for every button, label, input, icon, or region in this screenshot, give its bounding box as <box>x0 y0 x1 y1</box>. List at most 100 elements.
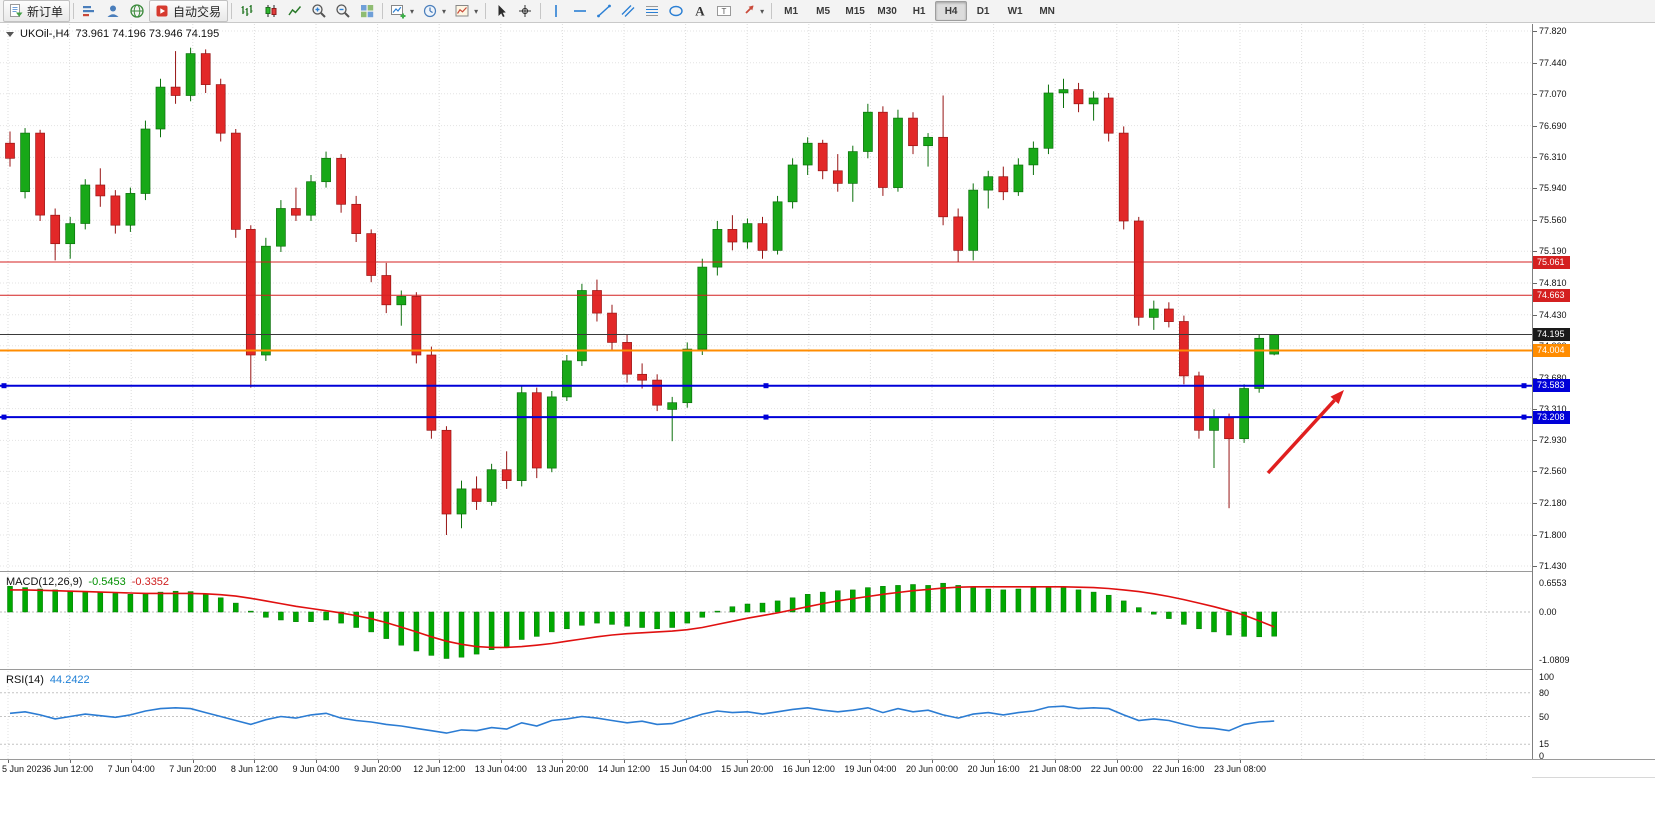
rsi-axis-label: 80 <box>1539 687 1550 698</box>
time-axis-label: 7 Jun 04:00 <box>107 764 155 774</box>
time-axis-label: 15 Jun 04:00 <box>659 764 712 774</box>
time-axis-label: 5 Jun 2023 <box>2 764 47 774</box>
time-axis-label: 9 Jun 20:00 <box>354 764 402 774</box>
line-chart-mode-button[interactable] <box>283 0 307 22</box>
price-axis-label: 75.190 <box>1539 246 1567 257</box>
bar-chart-mode-button[interactable] <box>235 0 259 22</box>
algo-trading-button-label: 自动交易 <box>173 4 222 19</box>
support-line-73583-handle[interactable] <box>1521 383 1527 389</box>
svg-text:T: T <box>722 7 727 16</box>
time-axis-tick <box>439 760 441 763</box>
dropdown-chevron-icon[interactable]: ▾ <box>410 6 415 16</box>
support-line-73583-handle[interactable] <box>763 383 769 389</box>
zoom-in-button[interactable] <box>307 0 331 22</box>
price-axis-tick <box>1533 31 1537 32</box>
horizontal-line-icon <box>574 10 587 12</box>
timeframe-button-m15[interactable]: M15 <box>845 5 865 17</box>
vertical-line-icon <box>555 5 557 17</box>
new-order-button[interactable]: 新订单 <box>3 0 71 22</box>
time-axis-label: 7 Jun 20:00 <box>169 764 217 774</box>
price-axis-label: 72.180 <box>1539 498 1567 509</box>
algo-trading-button[interactable]: 自动交易 <box>149 0 229 22</box>
timeframe-button-m1[interactable]: M1 <box>784 5 799 17</box>
price-axis-label: 77.820 <box>1539 26 1567 36</box>
community-button[interactable] <box>101 0 125 22</box>
price-axis-label: 77.070 <box>1539 88 1567 99</box>
text-tool-button[interactable]: A <box>688 0 712 22</box>
timeframes-menu-button[interactable]: ▾ <box>418 0 450 22</box>
time-axis-label: 13 Jun 20:00 <box>536 764 589 774</box>
time-axis-tick <box>377 760 379 763</box>
shapes-tool-button[interactable] <box>664 0 688 22</box>
channel-tool-button[interactable] <box>616 0 640 22</box>
price-axis-label: 71.800 <box>1539 530 1567 540</box>
time-axis-tick <box>932 760 933 763</box>
price-axis-label: 74.430 <box>1539 309 1567 320</box>
dropdown-chevron-icon[interactable]: ▾ <box>760 6 765 16</box>
macd-panel-separator[interactable] <box>0 571 1655 572</box>
candle-chart-mode-button[interactable] <box>259 0 283 22</box>
timeframe-button-mn[interactable]: MN <box>1039 5 1055 17</box>
price-axis-tick <box>1533 377 1537 379</box>
rsi-panel-separator[interactable] <box>0 669 1655 670</box>
time-axis-label: 13 Jun 04:00 <box>474 764 527 774</box>
crosshair-tool-button[interactable] <box>513 0 537 22</box>
rsi-axis-label: 50 <box>1539 711 1550 722</box>
trendline-tool-button[interactable] <box>592 0 616 22</box>
shapes-icon <box>669 5 683 17</box>
chart-template-icon <box>455 5 469 17</box>
label-tool-button[interactable]: T <box>712 0 736 22</box>
depth-of-market-button[interactable] <box>77 0 101 22</box>
time-axis-tick <box>316 760 317 763</box>
time-axis-label: 12 Jun 12:00 <box>413 764 466 774</box>
new-chart-button[interactable]: ▾ <box>386 0 418 22</box>
community-icon <box>107 5 119 17</box>
text-icon: A <box>695 4 705 19</box>
timeframe-button-w1[interactable]: W1 <box>1007 5 1023 17</box>
template-menu-button[interactable]: ▾ <box>450 0 482 22</box>
tile-windows-button[interactable] <box>355 0 379 22</box>
cursor-tool-button[interactable] <box>489 0 513 22</box>
timeframe-button-m30[interactable]: M30 <box>877 5 897 17</box>
macd-indicator-panel[interactable] <box>0 573 1532 669</box>
arrows-tool-button[interactable]: ▾ <box>736 0 768 22</box>
time-axis-tick <box>870 760 872 763</box>
vertical-line-tool-button[interactable] <box>544 0 568 22</box>
rsi-line <box>9 705 1275 734</box>
tile-windows-icon <box>361 5 374 18</box>
timeframe-button-m5[interactable]: M5 <box>816 5 831 17</box>
support-line-73583-handle[interactable] <box>1 383 7 389</box>
timeframe-button-d1[interactable]: D1 <box>976 5 990 17</box>
fibonacci-tool-button[interactable] <box>640 0 664 22</box>
time-axis-label: 15 Jun 20:00 <box>721 764 774 774</box>
time-axis-separator <box>0 759 1655 760</box>
rsi-axis-label: 15 <box>1539 739 1550 750</box>
price-axis-label: 76.310 <box>1539 152 1567 163</box>
web-terminal-button[interactable] <box>125 0 149 22</box>
timeframe-button-h4[interactable]: H4 <box>935 1 968 21</box>
price-axis-tick <box>1533 283 1537 284</box>
support-line-73208-handle[interactable] <box>1521 414 1527 420</box>
dropdown-chevron-icon[interactable]: ▾ <box>442 6 447 16</box>
time-axis-tick <box>685 760 687 763</box>
zoom-out-button[interactable] <box>331 0 355 22</box>
time-axis-label: 21 Jun 08:00 <box>1029 764 1082 774</box>
horizontal-line-tool-button[interactable] <box>568 0 592 22</box>
trend-arrow-annotation[interactable] <box>1266 390 1344 475</box>
timeframe-button-h1[interactable]: H1 <box>912 5 926 17</box>
main-price-chart[interactable] <box>0 24 1532 571</box>
macd-axis-label: -1.0809 <box>1539 654 1570 665</box>
chart-collapse-icon[interactable] <box>6 31 14 37</box>
price-axis-tick <box>1533 503 1537 505</box>
new-order-icon <box>10 4 23 17</box>
dropdown-chevron-icon[interactable]: ▾ <box>474 6 479 16</box>
price-axis[interactable]: 77.820 77.440 77.070 76.690 76.310 75.940 75.5… <box>1532 24 1655 761</box>
toolbar-separator <box>382 3 384 19</box>
toolbar-separator <box>485 3 487 19</box>
support-line-73208-handle[interactable] <box>763 414 769 420</box>
current-price-badge: 74.195 <box>1533 328 1570 341</box>
support-line-73208-handle[interactable] <box>1 414 7 420</box>
price-axis-tick <box>1533 471 1537 473</box>
time-axis[interactable]: 5 Jun 2023 6 Jun 12:00 7 Jun 04:00 7 Jun 20… <box>0 760 1532 778</box>
rsi-indicator-panel[interactable] <box>0 671 1532 759</box>
